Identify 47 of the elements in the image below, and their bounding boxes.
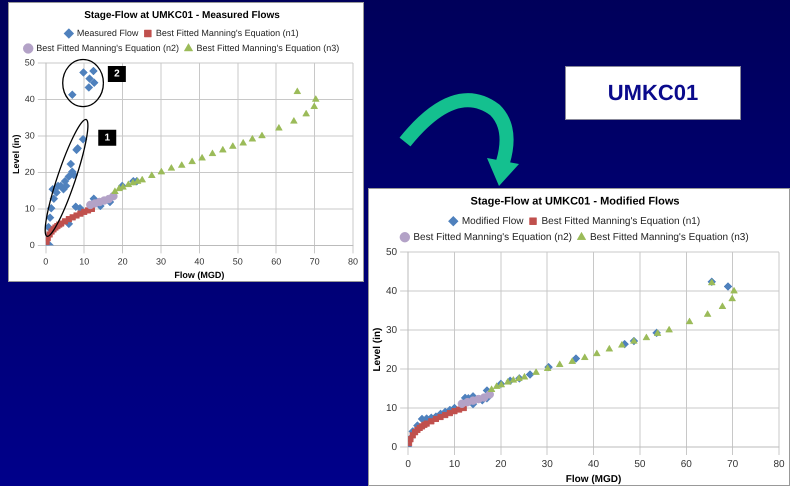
x-tick-label: 30 [542,458,554,470]
x-tick-label: 30 [156,256,166,266]
y-tick-label: 50 [386,246,398,258]
text: UMKC01 [608,80,698,106]
x-tick-label: 40 [194,256,204,266]
annotation: 2 [114,68,120,80]
chart-title: Stage-Flow at UMKC01 - Modified Flows [470,196,680,208]
y-axis-title: Level (in) [10,134,21,174]
y-axis-title: Level (in) [372,328,383,372]
annotation: 1 [104,132,110,144]
x-tick-label: 0 [405,458,412,470]
x-tick-label: 70 [310,256,320,266]
legend-label: Measured Flow [76,28,139,38]
y-tick-label: 40 [24,94,35,104]
x-axis-title: Flow (MGD) [174,270,224,280]
y-tick-label: 0 [392,442,398,453]
legend-label: Modified Flow [462,216,524,227]
y-tick-label: 40 [386,286,398,297]
legend-label: Best Fitted Manning's Equation (n2) [36,42,180,53]
y-tick-label: 10 [24,203,35,214]
legend-label: Best Fitted Manning's Equation (n2) [413,232,572,243]
x-tick-label: 20 [495,458,507,470]
x-tick-label: 40 [588,458,600,470]
y-tick-label: 10 [386,402,398,414]
chart-title: Stage-Flow at UMKC01 - Measured Flows [84,10,280,21]
y-tick-label: 50 [24,57,35,68]
legend-label: Best Fitted Manning's Equation (n3) [196,42,340,53]
x-tick-label: 50 [634,458,646,470]
legend-label: Best Fitted Manning's Equation (n3) [590,232,749,243]
x-axis-title: Flow (MGD) [566,474,622,485]
x-tick-label: 20 [118,256,128,266]
x-tick-label: 10 [79,256,90,266]
x-tick-label: 60 [680,458,692,470]
x-tick-label: 0 [43,256,48,266]
x-tick-label: 10 [448,458,460,470]
y-tick-label: 30 [386,324,398,336]
x-tick-label: 50 [232,256,243,266]
y-tick-label: 20 [24,166,35,177]
legend-label: Best Fitted Manning's Equation (n1) [542,216,700,227]
legend-label: Best Fitted Manning's Equation (n1) [156,28,299,38]
y-tick-label: 0 [30,240,35,250]
x-tick-label: 70 [727,458,739,470]
y-tick-label: 30 [24,130,35,140]
y-tick-label: 20 [386,364,398,375]
x-tick-label: 60 [271,256,282,266]
x-tick-label: 80 [348,256,358,266]
x-tick-label: 80 [773,458,785,470]
